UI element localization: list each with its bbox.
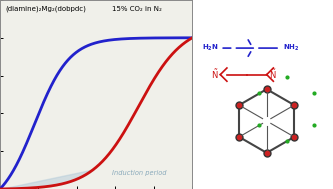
Text: $\mathregular{H_2N}$: $\mathregular{H_2N}$ — [202, 43, 219, 53]
Text: Induction period: Induction period — [112, 170, 166, 176]
Text: $\mathregular{\tilde{N}}$: $\mathregular{\tilde{N}}$ — [269, 68, 277, 81]
Text: 15% CO₂ in N₂: 15% CO₂ in N₂ — [112, 6, 162, 12]
Text: $\mathregular{NH_2}$: $\mathregular{NH_2}$ — [283, 43, 299, 53]
Text: $\mathregular{\tilde{N}}$: $\mathregular{\tilde{N}}$ — [211, 68, 219, 81]
Text: (diamine)₂Mg₂(dobpdc): (diamine)₂Mg₂(dobpdc) — [6, 6, 87, 12]
